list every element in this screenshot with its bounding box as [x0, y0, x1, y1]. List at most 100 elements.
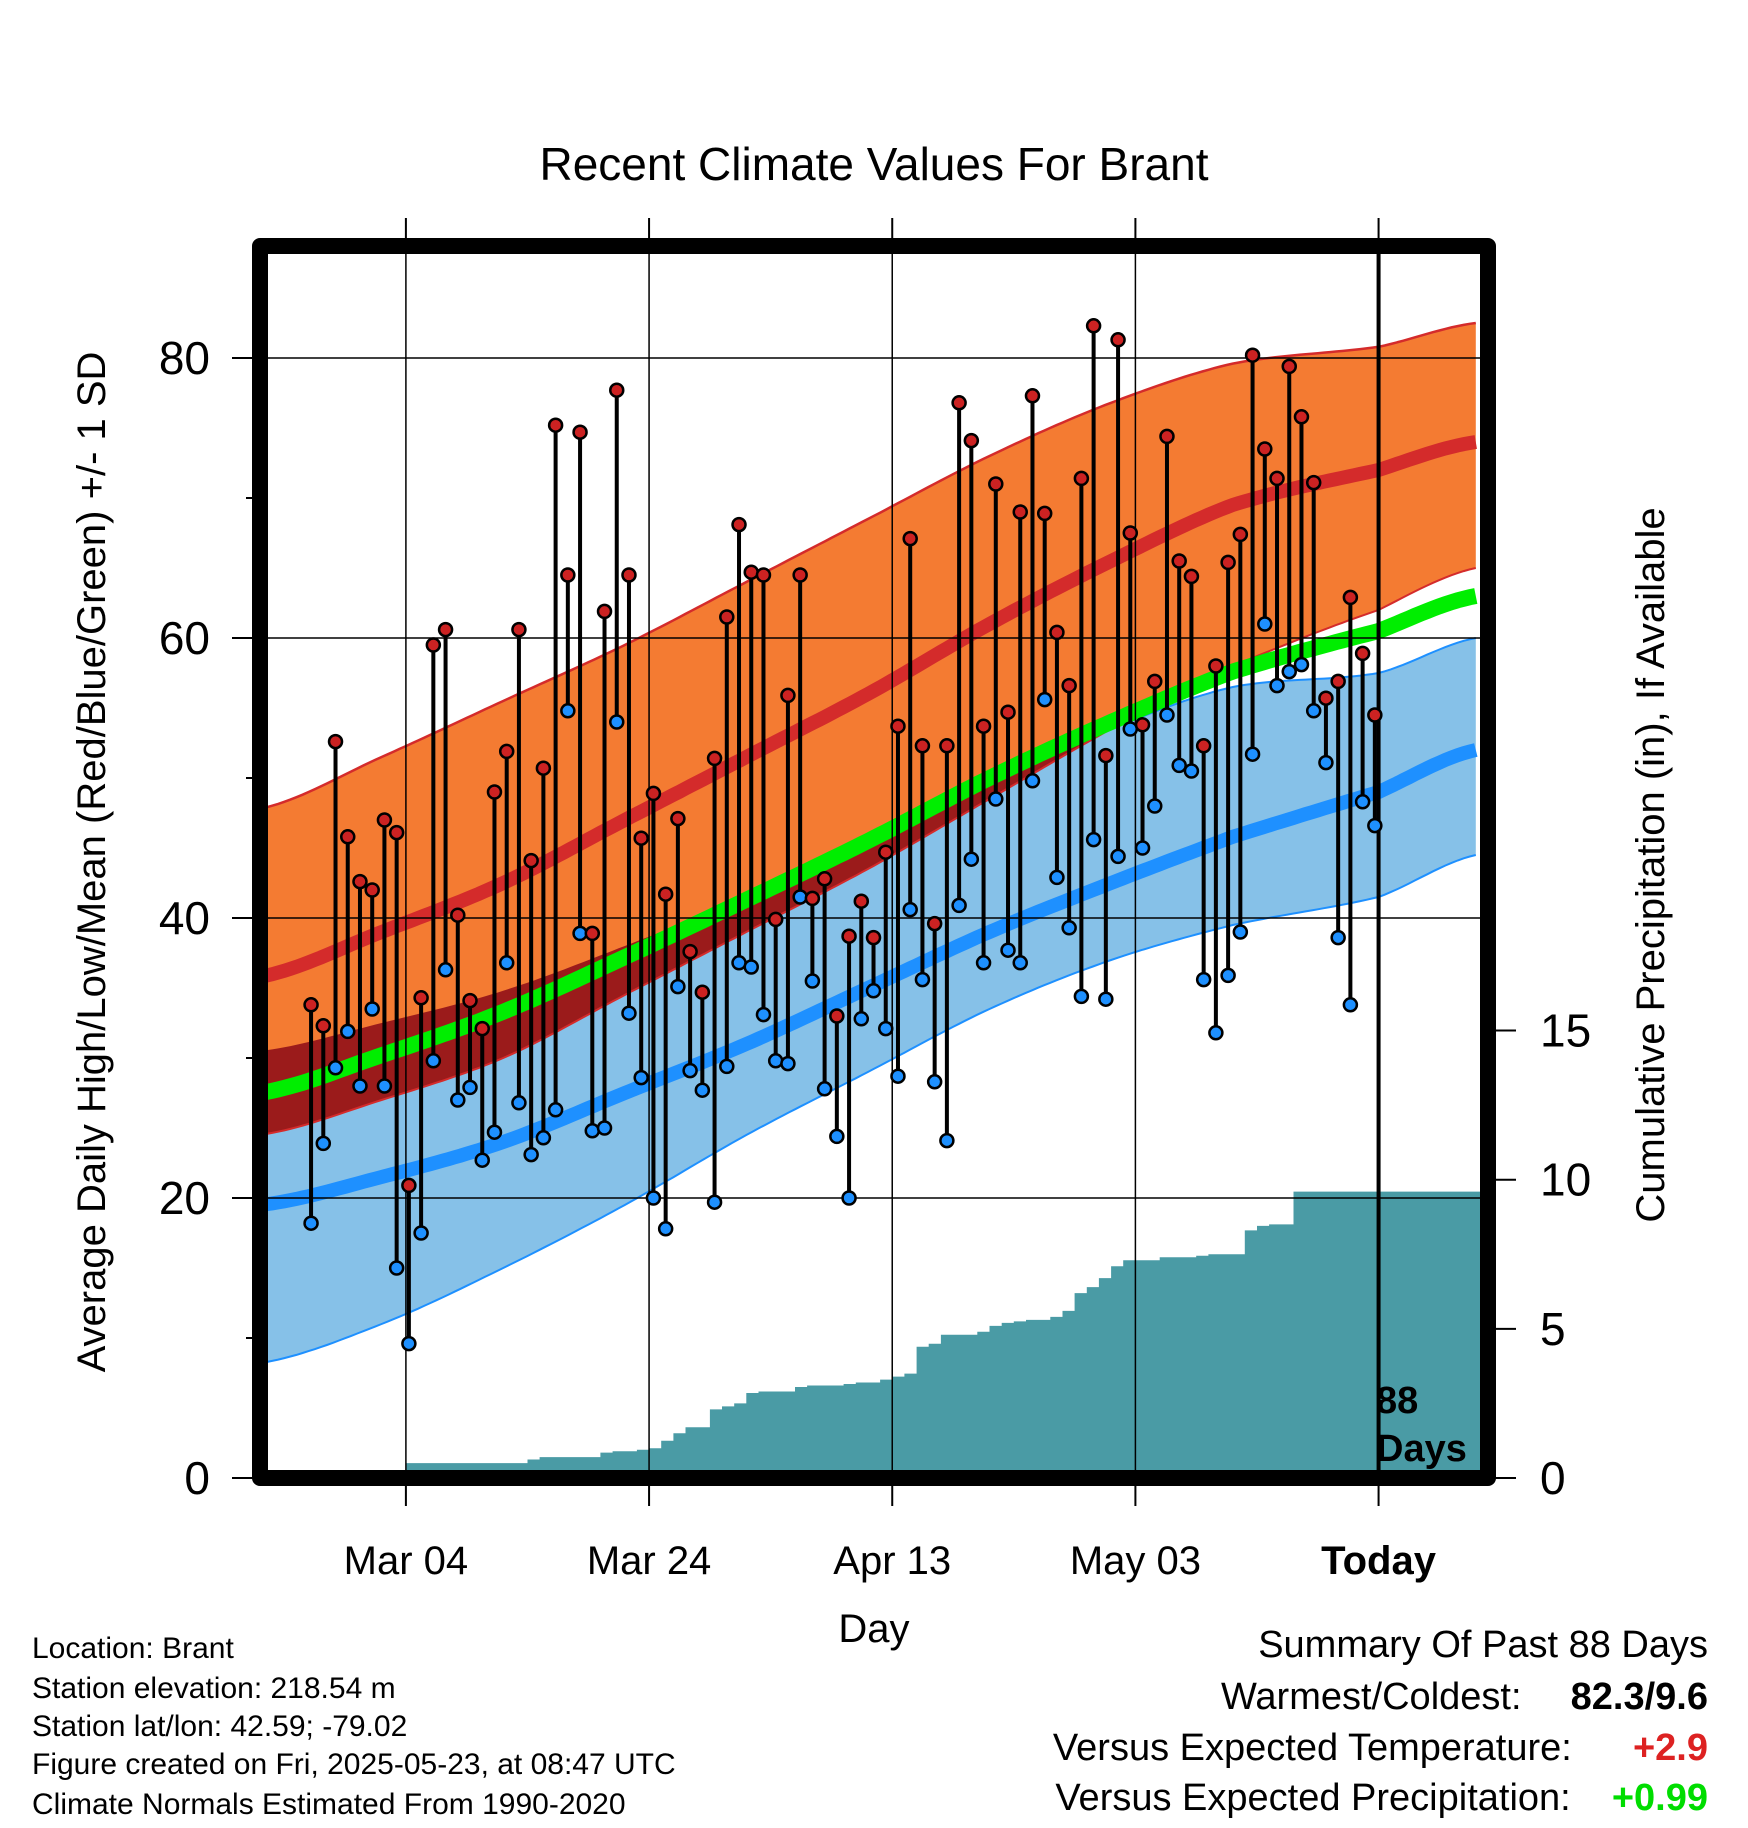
daily-low-point [877, 1020, 894, 1037]
daily-high-point [988, 476, 1004, 492]
daily-high-point [486, 784, 503, 800]
daily-high-point [388, 824, 405, 841]
y2-axis-label: Cumulative Precipitation (in), If Availa… [1629, 507, 1673, 1222]
info-elevation: Station elevation: 218.54 m [32, 1672, 396, 1705]
daily-low-point [1220, 967, 1236, 984]
daily-low-point [926, 1074, 943, 1090]
daily-low-point [1232, 924, 1249, 940]
daily-high-point [841, 928, 857, 944]
y-tick-label: 60 [159, 612, 210, 664]
daily-high-point [584, 925, 601, 942]
daily-low-point [1110, 848, 1126, 865]
daily-low-point [511, 1095, 527, 1111]
daily-low-point [388, 1260, 405, 1276]
summary-temp-row: Versus Expected Temperature: +2.9 [1053, 1727, 1708, 1770]
daily-low-point [694, 1082, 711, 1098]
daily-low-point [1293, 656, 1310, 673]
daily-low-point [657, 1221, 674, 1237]
daily-low-point [1195, 971, 1212, 988]
daily-low-point [327, 1060, 344, 1076]
summary-precip-row: Versus Expected Precipitation: +0.99 [1055, 1777, 1708, 1820]
daily-low-point [364, 1001, 380, 1017]
daily-high-point [853, 893, 870, 909]
daily-high-point [1305, 474, 1322, 491]
daily-high-point [462, 992, 478, 1009]
daily-low-point [816, 1081, 833, 1097]
daily-high-point [1354, 645, 1371, 662]
daily-high-point [547, 417, 564, 433]
daily-high-point [364, 882, 380, 898]
chart-title: Recent Climate Values For Brant [540, 138, 1209, 190]
y-tick-label: 20 [159, 1172, 210, 1224]
daily-low-point [951, 897, 967, 914]
y-tick-label: 0 [184, 1452, 210, 1504]
precipitation-layer [260, 1191, 1488, 1478]
y-axis-label: Average Daily High/Low/Mean (Red/Blue/Gr… [70, 352, 114, 1373]
plot-border [252, 238, 1496, 1486]
daily-low-point [1330, 929, 1346, 946]
daily-low-point [523, 1146, 539, 1163]
daily-low-point [755, 1006, 772, 1023]
daily-high-point [914, 738, 931, 754]
daily-low-point [853, 1011, 870, 1027]
daily-low-point [939, 1132, 955, 1149]
y2-tick-label: 0 [1540, 1452, 1566, 1504]
daily-low-point [1036, 691, 1053, 708]
daily-high-point [1012, 504, 1028, 520]
daily-low-point [1244, 746, 1261, 762]
days-count-label: 88 [1376, 1380, 1418, 1422]
daily-high-point [572, 424, 588, 440]
summary-precip-value: +0.99 [1611, 1777, 1708, 1819]
daily-high-point [926, 915, 943, 932]
daily-low-point [1159, 707, 1175, 723]
daily-low-point [792, 889, 808, 905]
daily-high-point [1061, 677, 1077, 694]
daily-high-point [1146, 673, 1163, 690]
normal-bands [258, 321, 1478, 1365]
daily-high-point [780, 687, 796, 704]
daily-high-point [902, 530, 918, 547]
high-band-lower-edge [259, 567, 1477, 1136]
daily-low-point [1171, 757, 1187, 774]
axis-labels: Recent Climate Values For Brant 0 20 40 60 80… [70, 138, 1673, 1651]
summary-warmest-value: 82.3/9.6 [1570, 1676, 1708, 1718]
daily-low-point [376, 1078, 393, 1094]
daily-high-point [339, 829, 356, 845]
daily-high-point [376, 812, 393, 828]
daily-high-point [963, 432, 980, 449]
daily-high-point [511, 621, 527, 638]
daily-high-point [1134, 717, 1151, 733]
daily-low-point [1049, 869, 1065, 886]
daily-high-point [719, 609, 735, 625]
daily-low-point [1012, 955, 1028, 971]
daily-high-point [682, 943, 698, 960]
daily-low-point [670, 978, 686, 995]
daily-low-point [804, 973, 821, 989]
daily-range-bars [309, 325, 1377, 1344]
daily-low-point [584, 1123, 601, 1139]
summary-heading: Summary Of Past 88 Days [1258, 1624, 1708, 1666]
days-unit-label: Days [1376, 1428, 1467, 1470]
daily-low-point [437, 962, 454, 978]
plot-frame [252, 238, 1496, 1486]
summary-temp-label: Versus Expected Temperature: [1052, 1727, 1572, 1769]
x-tick-label: Apr 13 [833, 1539, 951, 1583]
daily-low-point [1134, 840, 1151, 856]
daily-low-point [841, 1190, 857, 1206]
daily-high-point [1244, 347, 1261, 363]
daily-low-point [988, 791, 1004, 807]
daily-high-point [450, 907, 466, 923]
daily-high-point [425, 637, 442, 653]
low-sd-band [260, 638, 1476, 1364]
daily-high-point [1281, 358, 1297, 375]
daily-low-point [1146, 798, 1163, 814]
normal-mean-line [258, 588, 1478, 1101]
daily-low-point [462, 1079, 478, 1096]
y2-tick-label: 5 [1540, 1303, 1566, 1355]
daily-high-point [1110, 332, 1126, 348]
daily-low-point [1257, 616, 1273, 632]
axis-ticks [232, 218, 1516, 1506]
daily-low-point [450, 1092, 466, 1108]
daily-high-point [1208, 658, 1224, 674]
daily-low-point [743, 959, 759, 975]
